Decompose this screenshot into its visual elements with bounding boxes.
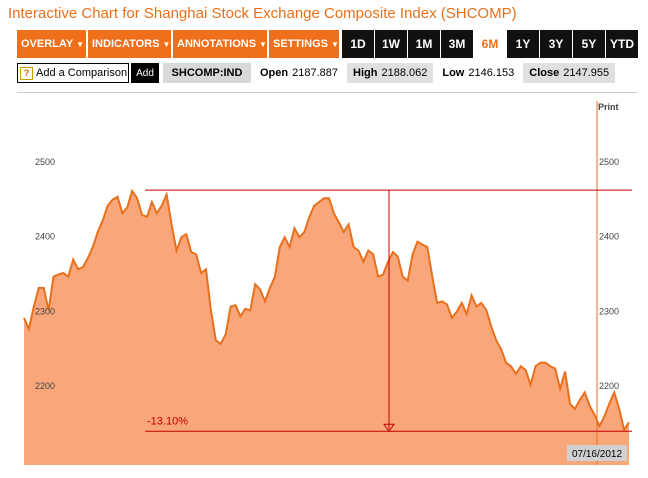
open-stat: Open 2187.887: [260, 63, 338, 83]
range-1y-button[interactable]: 1Y: [507, 30, 539, 58]
price-chart[interactable]: 22002200230023002400240025002500MARAPRMA…: [17, 92, 637, 465]
add-comparison-field[interactable]: ? Add a Comparison: [17, 63, 129, 83]
add-button[interactable]: Add: [131, 63, 159, 83]
close-label: Close: [529, 67, 560, 79]
date-label: 07/16/2012: [572, 449, 622, 460]
close-value: 2147.955: [563, 67, 610, 79]
overlay-menu-button[interactable]: OVERLAY ▼: [17, 30, 87, 58]
quote-infobar: ? Add a Comparison Add SHCOMP:IND Open 2…: [17, 62, 637, 84]
y-tick-label-right: 2400: [599, 232, 619, 242]
annotations-menu-label: ANNOTATIONS: [177, 38, 257, 50]
y-tick-label-left: 2200: [35, 381, 55, 391]
high-label: High: [353, 67, 378, 79]
add-comparison-label: Add a Comparison: [36, 67, 128, 79]
range-ytd-button[interactable]: YTD: [606, 30, 638, 58]
print-label: Print: [598, 102, 619, 112]
range-3y-button[interactable]: 3Y: [540, 30, 572, 58]
high-value: 2188.062: [381, 67, 428, 79]
overlay-menu-label: OVERLAY: [21, 38, 74, 50]
caret-down-icon: ▼: [259, 39, 267, 49]
caret-down-icon: ▼: [76, 39, 85, 49]
y-tick-label-right: 2300: [599, 306, 619, 316]
settings-menu-label: SETTINGS: [273, 38, 329, 50]
price-line: [23, 188, 630, 433]
low-stat: Low 2146.153: [442, 63, 514, 83]
annotation-percent-label: -13.10%: [147, 415, 188, 427]
y-tick-label-left: 2300: [35, 306, 55, 316]
close-stat: Close 2147.955: [523, 63, 616, 83]
area-fill: [24, 190, 629, 465]
caret-down-icon: ▼: [162, 39, 171, 49]
date-label-box: [567, 445, 627, 461]
caret-down-icon: ▼: [331, 39, 339, 49]
range-1d-button[interactable]: 1D: [342, 30, 374, 58]
ticker-symbol: SHCOMP:IND: [163, 63, 251, 83]
chart-svg: 22002200230023002400240025002500MARAPRMA…: [23, 101, 632, 465]
range-5y-button[interactable]: 5Y: [573, 30, 605, 58]
open-value: 2187.887: [292, 67, 339, 79]
settings-menu-button[interactable]: SETTINGS ▼: [269, 30, 340, 58]
chart-toolbar: OVERLAY ▼ INDICATORS ▼ ANNOTATIONS ▼ SETTIN…: [17, 30, 638, 58]
low-value: 2146.153: [468, 67, 515, 79]
question-icon: ?: [20, 66, 33, 80]
range-1m-button[interactable]: 1M: [408, 30, 440, 58]
annotations-menu-button[interactable]: ANNOTATIONS ▼: [173, 30, 268, 58]
range-1w-button[interactable]: 1W: [375, 30, 407, 58]
range-6m-button[interactable]: 6M: [474, 30, 506, 58]
page-title: Interactive Chart for Shanghai Stock Exc…: [8, 5, 517, 22]
indicators-menu-button[interactable]: INDICATORS ▼: [88, 30, 172, 58]
indicators-menu-label: INDICATORS: [92, 38, 160, 50]
low-label: Low: [442, 67, 465, 79]
y-tick-label-right: 2500: [599, 157, 619, 167]
y-tick-label-left: 2500: [35, 157, 55, 167]
annotation-arrowhead: [383, 423, 395, 433]
open-label: Open: [260, 67, 289, 79]
range-3m-button[interactable]: 3M: [441, 30, 473, 58]
y-tick-label-right: 2200: [599, 381, 619, 391]
high-stat: High 2188.062: [347, 63, 434, 83]
y-tick-label-left: 2400: [35, 232, 55, 242]
